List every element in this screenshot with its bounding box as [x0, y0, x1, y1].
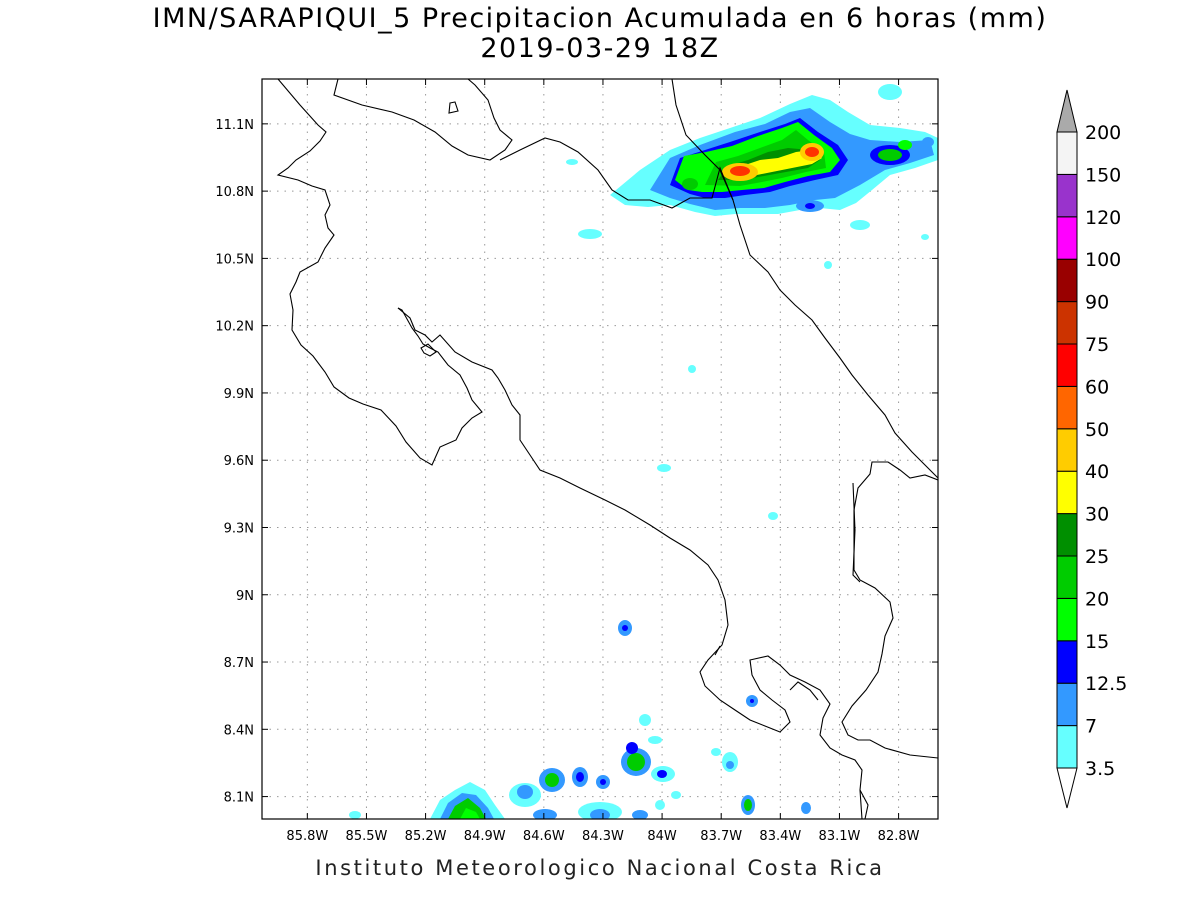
longitude-labels: 85.8W 85.5W 85.2W 84.9W 84.6W 84.3W 84W 83.7W 83…: [286, 829, 919, 844]
colorbar-swatch-11: [1056, 258, 1078, 303]
lon-label-4: 84.6W: [523, 829, 565, 844]
title-line-2: 2019-03-29 18Z: [480, 33, 720, 64]
colorbar-label-11: 90: [1085, 292, 1109, 314]
colorbar-label-12: 100: [1085, 249, 1121, 271]
lon-label-1: 85.5W: [346, 829, 388, 844]
colorbar-label-6: 30: [1085, 504, 1109, 526]
colorbar-swatch-0: [1056, 725, 1078, 769]
title-line-1: IMN/SARAPIQUI_5 Precipitacion Acumulada …: [152, 3, 1048, 34]
colorbar-swatch-4: [1056, 555, 1078, 599]
lon-label-6: 84W: [647, 829, 677, 844]
lon-label-2: 85.2W: [405, 829, 447, 844]
colorbar-arrow-upper: [1056, 89, 1078, 133]
colorbar-label-15: 200: [1085, 122, 1121, 144]
colorbar-swatch-5: [1056, 513, 1078, 557]
colorbar-label-7: 40: [1085, 461, 1109, 483]
lat-label-10: 11.1N: [215, 118, 254, 133]
lat-label-8: 10.5N: [215, 252, 254, 267]
colorbar-swatch-2: [1056, 640, 1078, 684]
precip-cells-scattered: [618, 365, 778, 707]
precip-cluster-south: [349, 714, 811, 819]
lat-label-6: 9.9N: [224, 387, 254, 402]
lat-label-2: 8.7N: [224, 656, 254, 671]
colorbar-label-3: 15: [1085, 631, 1109, 653]
precip-cluster-north: [566, 84, 938, 269]
colorbar-label-1: 7: [1085, 716, 1097, 738]
colorbar-arrow-lower: [1056, 767, 1078, 809]
lon-label-10: 82.8W: [878, 829, 920, 844]
lon-label-3: 84.9W: [464, 829, 506, 844]
colorbar-swatch-13: [1056, 173, 1078, 218]
lat-label-1: 8.4N: [224, 723, 254, 738]
footer-credit: Instituto Meteorologico Nacional Costa R…: [315, 856, 885, 880]
axis-ticks: [262, 79, 938, 819]
map-title: IMN/SARAPIQUI_5 Precipitacion Acumulada …: [0, 4, 1200, 64]
lon-label-7: 83.7W: [700, 829, 742, 844]
lat-label-9: 10.8N: [215, 185, 254, 200]
lon-label-9: 83.1W: [819, 829, 861, 844]
colorbar-label-10: 75: [1085, 334, 1109, 356]
colorbar-swatch-10: [1056, 301, 1078, 345]
colorbar-label-13: 120: [1085, 207, 1121, 229]
lon-label-8: 83.4W: [759, 829, 801, 844]
colorbar-label-9: 60: [1085, 376, 1109, 398]
colorbar-swatch-9: [1056, 343, 1078, 387]
colorbar-label-5: 25: [1085, 546, 1109, 568]
lon-label-5: 84.3W: [582, 829, 624, 844]
lat-label-7: 10.2N: [215, 320, 254, 335]
colorbar-label-14: 150: [1085, 164, 1121, 186]
lat-label-3: 9N: [236, 589, 254, 604]
colorbar-swatch-8: [1056, 385, 1078, 430]
colorbar-label-0: 3.5: [1085, 758, 1115, 780]
colorbar-swatch-14: [1056, 131, 1078, 175]
lon-label-0: 85.8W: [286, 829, 328, 844]
precipitation-field: [349, 84, 938, 819]
colorbar-label-8: 50: [1085, 419, 1109, 441]
lat-label-4: 9.3N: [224, 521, 254, 536]
colorbar-swatch-7: [1056, 428, 1078, 472]
colorbar-swatch-6: [1056, 470, 1078, 515]
plot-frame: [261, 78, 939, 820]
latitude-labels: 8.1N 8.4N 8.7N 9N 9.3N 9.6N 9.9N 10.2N 10.5N 10.8…: [215, 118, 254, 806]
colorbar: 3.5 7 12.5 15 20 25 30 40 50 60 75 90 100 120 150 200: [1056, 89, 1127, 809]
lat-label-0: 8.1N: [224, 791, 254, 806]
coastlines-borders: [276, 79, 938, 819]
colorbar-label-2: 12.5: [1085, 673, 1127, 695]
colorbar-swatch-3: [1056, 597, 1078, 642]
colorbar-label-4: 20: [1085, 588, 1109, 610]
lat-label-5: 9.6N: [224, 454, 254, 469]
colorbar-swatch-12: [1056, 216, 1078, 260]
colorbar-swatch-1: [1056, 682, 1078, 727]
